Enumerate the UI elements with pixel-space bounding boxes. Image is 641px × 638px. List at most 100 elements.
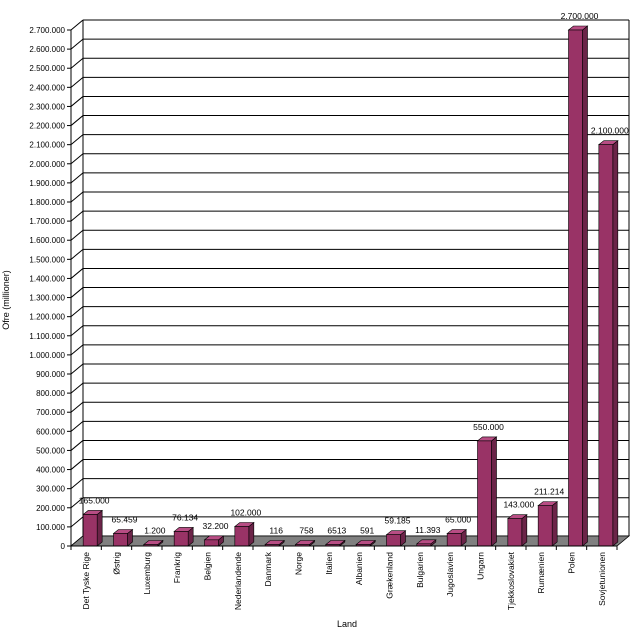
data-label: 758 [299, 526, 313, 536]
bar-front [82, 514, 98, 547]
y-tick-label: 500.000 [36, 446, 65, 455]
data-label: 11.393 [415, 525, 441, 535]
bar-side [612, 140, 619, 547]
y-tick-label: 2.400.000 [29, 83, 65, 92]
x-axis-title: Land [337, 619, 357, 629]
data-label: 32.200 [203, 521, 229, 531]
bar-side [521, 514, 528, 547]
x-tick-label: Grækenland [385, 552, 395, 599]
bar [597, 140, 619, 547]
bar [385, 530, 407, 547]
bar-front [113, 533, 128, 547]
gridline-diagonal [70, 38, 84, 50]
gridline-diagonal [70, 459, 84, 470]
y-tick-label: 800.000 [36, 389, 65, 398]
data-label: 59.185 [385, 516, 411, 526]
bar [173, 526, 195, 547]
data-label: 1.200 [144, 526, 166, 536]
bar [82, 509, 104, 547]
data-label: 591 [360, 526, 374, 536]
bar-front [568, 29, 583, 547]
y-tick-label: 0 [61, 542, 66, 551]
x-tick-label: Nederlandende [233, 552, 243, 610]
data-label: 65.000 [445, 515, 471, 525]
bar-front [507, 518, 523, 547]
y-tick-label: 1.100.000 [29, 332, 65, 341]
x-tick-label: Bulgarien [415, 552, 425, 588]
bar [203, 535, 225, 547]
bar-side [551, 501, 558, 547]
gridline-diagonal [70, 516, 84, 528]
x-tick-label: Østrig [112, 552, 122, 575]
y-tick-label: 2.600.000 [29, 45, 65, 54]
x-tick-label: Jugoslavien [445, 552, 455, 597]
data-label: 65.459 [112, 514, 138, 524]
gridline-diagonal [70, 268, 84, 279]
data-label: 550.000 [473, 422, 504, 432]
gridline-diagonal [70, 325, 84, 337]
bar [537, 501, 559, 547]
y-tick-label: 1.900.000 [29, 179, 65, 188]
gridline-diagonal [70, 363, 84, 375]
x-tick-label: Italien [324, 552, 334, 575]
bar [446, 528, 468, 547]
bar [476, 436, 498, 547]
bar [233, 521, 255, 547]
data-label: 102.000 [230, 508, 261, 518]
x-tick-label: Rumænien [536, 552, 546, 594]
gridline-diagonal [70, 497, 84, 509]
bar-side [96, 509, 103, 547]
x-tick-label: Sovjetunionen [597, 552, 607, 606]
y-tick-label: 600.000 [36, 427, 65, 436]
data-label: 6513 [327, 526, 346, 536]
x-tick-label: Tjekkoslovakiet [506, 551, 516, 610]
y-tick-label: 300.000 [36, 485, 65, 494]
y-tick-label: 2.300.000 [29, 102, 65, 111]
gridline-diagonal [70, 57, 84, 69]
y-tick-label: 1.000.000 [29, 351, 65, 360]
y-tick-label: 1.200.000 [29, 313, 65, 322]
gridline-diagonal [70, 115, 84, 126]
bar [355, 539, 377, 547]
bar [506, 514, 528, 547]
bar-front [173, 531, 189, 547]
gridline-diagonal [70, 172, 84, 184]
x-tick-label: Danmark [263, 551, 273, 586]
bar [567, 25, 589, 547]
y-tick-label: 1.400.000 [29, 274, 65, 283]
gridline-diagonal [70, 306, 84, 318]
y-tick-label: 2.000.000 [29, 160, 65, 169]
y-axis-title: Ofre (millioner) [1, 270, 11, 330]
bar [142, 539, 164, 547]
bar-front [446, 533, 462, 547]
gridline-diagonal [70, 287, 84, 298]
x-tick-label: Luxemburg [142, 552, 152, 595]
y-tick-label: 2.200.000 [29, 122, 65, 131]
y-tick-label: 1.800.000 [29, 198, 65, 207]
gridline-diagonal [70, 229, 84, 241]
bar [415, 539, 437, 547]
data-label: 116 [269, 526, 283, 536]
x-tick-label: Frankrig [172, 552, 182, 583]
bar-side [582, 25, 588, 547]
x-tick-label: Albanien [354, 552, 364, 585]
bar-front [477, 440, 492, 547]
bar-front [234, 526, 250, 547]
gridline-diagonal [70, 134, 84, 146]
y-tick-label: 200.000 [36, 504, 65, 513]
y-tick-label: 1.700.000 [29, 217, 65, 226]
bar [264, 539, 286, 547]
data-label: 2.700.000 [561, 11, 599, 21]
x-tick-label: Ungarn [476, 552, 486, 580]
y-tick-label: 1.300.000 [29, 294, 65, 303]
x-tick-label: Norge [294, 552, 304, 575]
bar-front [386, 534, 401, 547]
y-axis-ticks: 0 100.000 200.000 300.000 400.000 500.000 600.… [29, 26, 72, 551]
bar-side [491, 436, 497, 547]
gridline-diagonal [70, 96, 84, 107]
data-label: 165.000 [79, 495, 110, 505]
gridline-diagonal [70, 440, 84, 451]
bars [82, 25, 619, 547]
